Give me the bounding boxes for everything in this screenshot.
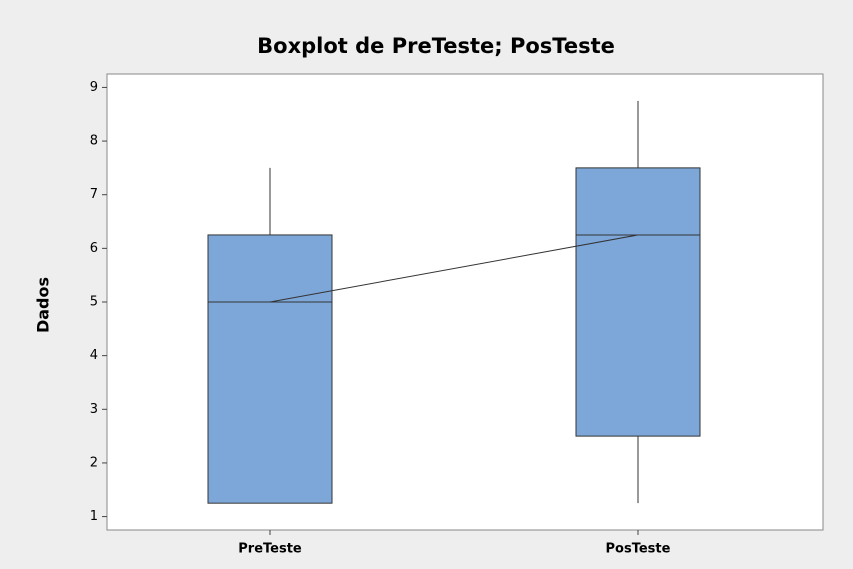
y-tick-label: 2 [90,455,98,470]
x-tick-label: PreTeste [238,542,302,557]
box [207,234,333,504]
y-tick-label: 8 [90,134,98,149]
median-connect-line [269,234,639,303]
y-tick-label: 4 [90,348,98,363]
y-tick-label: 9 [90,80,98,95]
y-tick-label: 3 [90,402,98,417]
x-tick-label: PosTeste [606,542,671,557]
y-tick-label: 6 [90,241,98,256]
y-tick-label: 1 [90,509,98,524]
y-axis-label: Dados [34,277,53,333]
box [575,167,701,437]
chart-title: Boxplot de PreTeste; PosTeste [257,34,615,58]
y-tick-label: 5 [90,295,98,310]
y-tick-label: 7 [90,187,98,202]
